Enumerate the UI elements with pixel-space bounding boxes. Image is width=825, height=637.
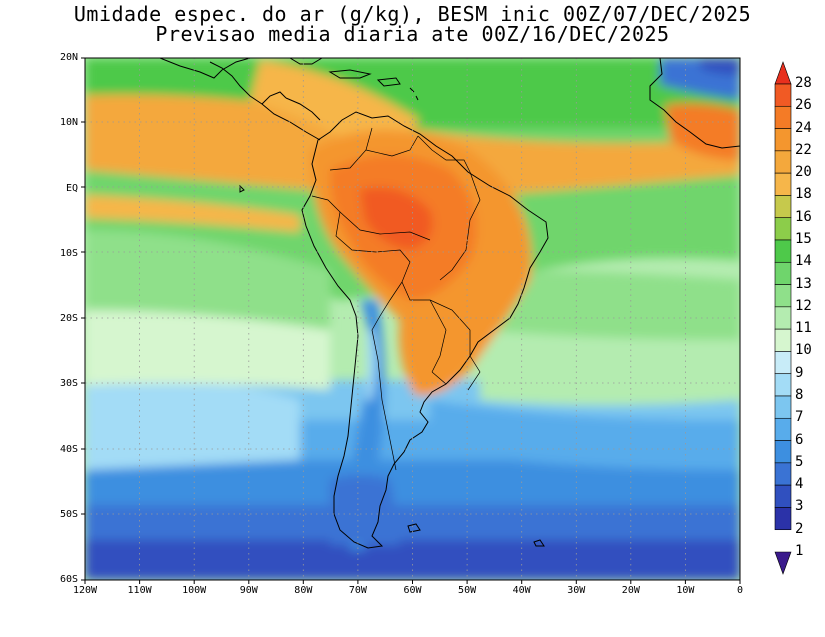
lon-label: 110W bbox=[127, 585, 152, 596]
colorbar-swatch bbox=[774, 261, 792, 285]
colorbar-label: 10 bbox=[795, 342, 812, 359]
lon-label: 30W bbox=[567, 585, 586, 596]
coastlines bbox=[159, 58, 740, 549]
colorbar-label: 16 bbox=[795, 208, 812, 225]
colorbar-label: 15 bbox=[795, 231, 812, 247]
colorbar-label: 8 bbox=[795, 387, 804, 403]
colorbar-label: 22 bbox=[795, 141, 812, 158]
colorbar-swatch bbox=[774, 328, 792, 352]
colorbar-label: 1 bbox=[795, 543, 804, 559]
chart-title-line2: Previsao media diaria ate 00Z/16/DEC/202… bbox=[155, 22, 670, 46]
colorbar-swatch bbox=[774, 507, 792, 531]
lon-label: 90W bbox=[239, 585, 258, 596]
colorbar-min-arrow bbox=[774, 551, 792, 575]
colorbar-label: 28 bbox=[795, 75, 812, 91]
colorbar-label: 20 bbox=[795, 164, 812, 181]
lat-label: EQ bbox=[65, 182, 78, 194]
country-borders bbox=[311, 127, 481, 471]
colorbar-swatch bbox=[774, 128, 792, 152]
lat-label: 50S bbox=[59, 508, 78, 520]
lon-label: 70W bbox=[348, 585, 367, 596]
colorbar-swatch bbox=[774, 395, 792, 419]
lat-label: 30S bbox=[59, 378, 78, 390]
gridlines bbox=[85, 58, 740, 580]
lon-label: 40W bbox=[512, 585, 531, 596]
lat-label: 10S bbox=[59, 247, 78, 259]
lon-label: 20W bbox=[621, 585, 640, 596]
axis-ticks bbox=[81, 57, 741, 584]
colorbar-label: 24 bbox=[795, 119, 812, 136]
colorbar-swatch bbox=[774, 172, 792, 196]
colorbar-swatch bbox=[774, 484, 792, 508]
lon-label: 120W bbox=[72, 585, 98, 596]
colorbar-label: 7 bbox=[795, 409, 804, 426]
colorbar-swatch bbox=[774, 83, 792, 107]
colorbar-swatch bbox=[774, 105, 792, 129]
colorbar bbox=[774, 61, 792, 575]
colorbar-label: 14 bbox=[795, 253, 812, 270]
lat-label: 20N bbox=[59, 52, 78, 63]
colorbar-label: 13 bbox=[795, 275, 812, 292]
lon-label: 10W bbox=[676, 585, 695, 596]
colorbar-swatch bbox=[774, 150, 792, 174]
colorbar-swatch bbox=[774, 440, 792, 464]
colorbar-swatch bbox=[774, 217, 792, 241]
colorbar-label: 26 bbox=[795, 97, 812, 114]
colorbar-label: 9 bbox=[795, 364, 804, 381]
colorbar-label: 3 bbox=[795, 498, 804, 515]
colorbar-label: 2 bbox=[795, 520, 804, 537]
lon-label: 0 bbox=[736, 585, 744, 596]
colorbar-label: 18 bbox=[795, 186, 812, 203]
lat-label: 60S bbox=[59, 574, 78, 585]
colorbar-swatch bbox=[774, 239, 792, 263]
colorbar-swatch bbox=[774, 306, 792, 330]
chart-title-line1: Umidade espec. do ar (g/kg), BESM inic 0… bbox=[73, 2, 752, 26]
colorbar-label: 6 bbox=[795, 431, 804, 448]
lon-label: 100W bbox=[182, 585, 207, 596]
colorbar-max-arrow bbox=[774, 61, 792, 85]
colorbar-swatch bbox=[774, 417, 792, 441]
lon-label: 60W bbox=[403, 585, 422, 596]
lat-label: 20S bbox=[59, 313, 78, 324]
colorbar-swatch bbox=[774, 284, 792, 308]
colorbar-label: 12 bbox=[795, 297, 812, 314]
colorbar-swatch bbox=[774, 462, 792, 486]
lon-label: 50W bbox=[458, 585, 477, 596]
lat-label: 40S bbox=[59, 443, 78, 455]
colorbar-label: 4 bbox=[795, 476, 804, 493]
colorbar-swatch bbox=[774, 351, 792, 375]
colorbar-label: 11 bbox=[795, 320, 812, 337]
lat-label: 10N bbox=[59, 117, 78, 129]
colorbar-swatch bbox=[774, 195, 792, 219]
lon-label: 80W bbox=[294, 585, 313, 596]
colorbar-swatch bbox=[774, 373, 792, 397]
colorbar-label: 5 bbox=[795, 453, 804, 470]
